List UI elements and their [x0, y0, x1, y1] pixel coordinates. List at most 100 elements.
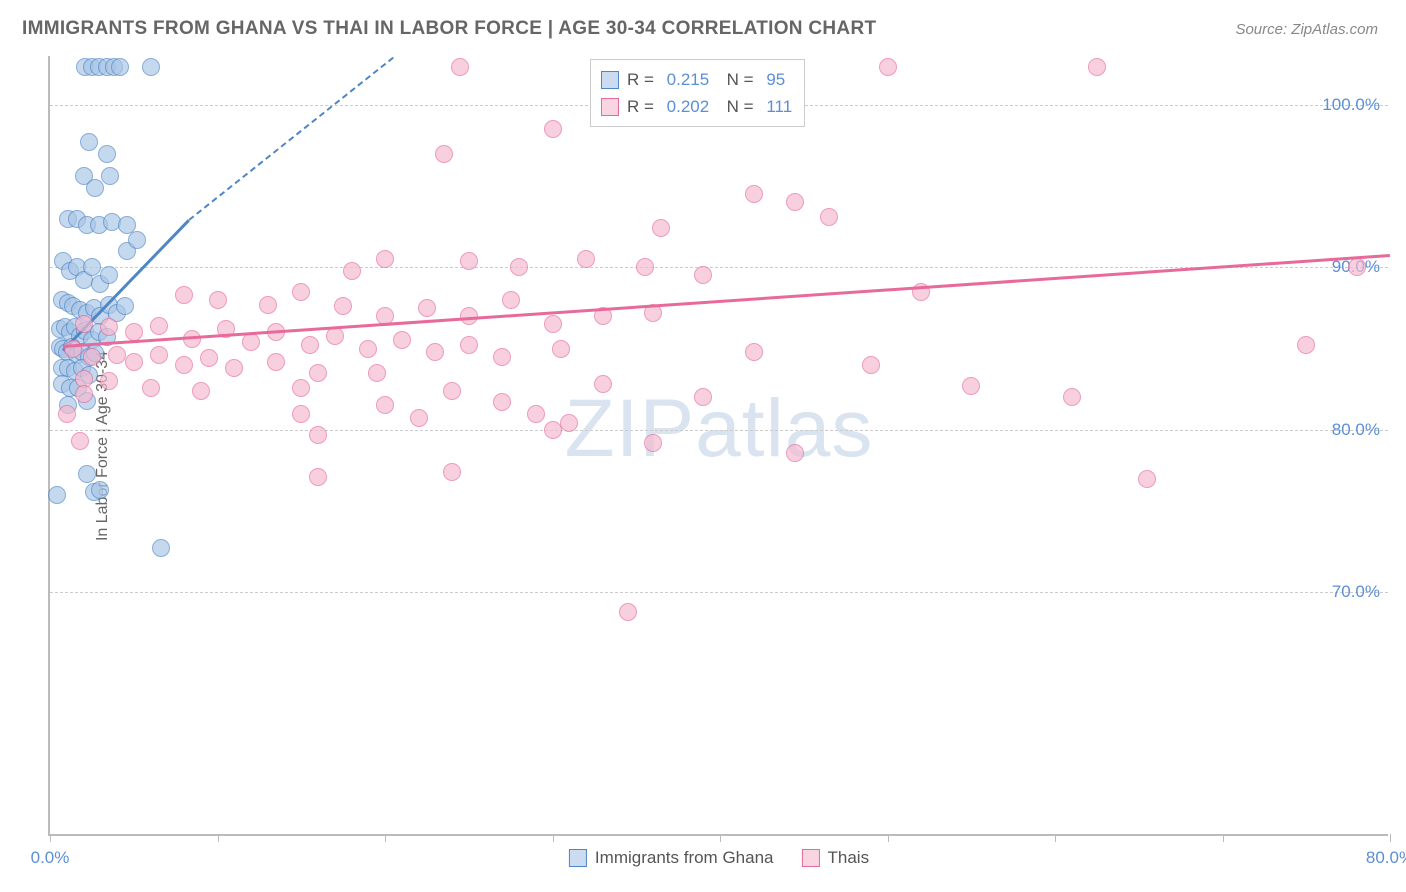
data-point [98, 145, 116, 163]
legend-swatch [569, 849, 587, 867]
data-point [111, 58, 129, 76]
data-point [694, 266, 712, 284]
gridline [50, 430, 1388, 431]
legend-label: Thais [827, 848, 869, 868]
legend-swatch [601, 98, 619, 116]
x-tick [1223, 834, 1224, 842]
data-point [309, 364, 327, 382]
data-point [493, 393, 511, 411]
data-point [694, 388, 712, 406]
x-tick [1390, 834, 1391, 842]
data-point [175, 356, 193, 374]
scatter-plot-area: ZIPatlas 70.0%80.0%90.0%100.0%0.0%80.0%R… [48, 56, 1388, 836]
stats-legend-box: R = 0.215 N = 95R = 0.202 N = 111 [590, 59, 805, 127]
data-point [142, 379, 160, 397]
data-point [75, 315, 93, 333]
data-point [152, 539, 170, 557]
data-point [745, 185, 763, 203]
data-point [86, 179, 104, 197]
y-tick-label: 80.0% [1332, 420, 1380, 440]
chart-title: IMMIGRANTS FROM GHANA VS THAI IN LABOR F… [22, 18, 876, 40]
data-point [192, 382, 210, 400]
data-point [209, 291, 227, 309]
data-point [1138, 470, 1156, 488]
data-point [334, 297, 352, 315]
data-point [376, 396, 394, 414]
data-point [309, 468, 327, 486]
data-point [544, 315, 562, 333]
bottom-legend: Immigrants from Ghana Thais [569, 848, 869, 868]
data-point [502, 291, 520, 309]
data-point [71, 432, 89, 450]
x-tick [385, 834, 386, 842]
data-point [267, 353, 285, 371]
chart-header: IMMIGRANTS FROM GHANA VS THAI IN LABOR F… [0, 0, 1406, 48]
x-tick [720, 834, 721, 842]
data-point [150, 346, 168, 364]
data-point [100, 266, 118, 284]
data-point [619, 603, 637, 621]
data-point [410, 409, 428, 427]
gridline [50, 592, 1388, 593]
data-point [544, 421, 562, 439]
legend-item: Immigrants from Ghana [569, 848, 774, 868]
y-tick-label: 100.0% [1322, 95, 1380, 115]
data-point [101, 167, 119, 185]
data-point [125, 353, 143, 371]
data-point [116, 297, 134, 315]
data-point [292, 283, 310, 301]
x-tick [888, 834, 889, 842]
stat-r-label: R = [627, 66, 659, 93]
stat-n-value: 111 [766, 93, 792, 120]
data-point [493, 348, 511, 366]
data-point [435, 145, 453, 163]
trend-line [188, 56, 394, 220]
legend-label: Immigrants from Ghana [595, 848, 774, 868]
data-point [292, 379, 310, 397]
stats-row: R = 0.215 N = 95 [601, 66, 792, 93]
data-point [343, 262, 361, 280]
data-point [48, 486, 66, 504]
x-tick [553, 834, 554, 842]
data-point [426, 343, 444, 361]
data-point [259, 296, 277, 314]
data-point [510, 258, 528, 276]
data-point [108, 346, 126, 364]
data-point [879, 58, 897, 76]
data-point [100, 318, 118, 336]
data-point [368, 364, 386, 382]
x-tick-label: 80.0% [1366, 848, 1406, 868]
stats-row: R = 0.202 N = 111 [601, 93, 792, 120]
data-point [301, 336, 319, 354]
data-point [786, 193, 804, 211]
data-point [292, 405, 310, 423]
data-point [83, 258, 101, 276]
stat-r-value: 0.215 [667, 66, 710, 93]
data-point [1348, 258, 1366, 276]
x-tick [1055, 834, 1056, 842]
data-point [91, 481, 109, 499]
data-point [527, 405, 545, 423]
data-point [376, 250, 394, 268]
data-point [150, 317, 168, 335]
data-point [75, 385, 93, 403]
data-point [460, 336, 478, 354]
data-point [652, 219, 670, 237]
data-point [418, 299, 436, 317]
data-point [64, 340, 82, 358]
x-tick-label: 0.0% [31, 848, 70, 868]
legend-swatch [601, 71, 619, 89]
data-point [560, 414, 578, 432]
data-point [1063, 388, 1081, 406]
data-point [128, 231, 146, 249]
data-point [443, 463, 461, 481]
data-point [359, 340, 377, 358]
data-point [225, 359, 243, 377]
data-point [552, 340, 570, 358]
data-point [58, 405, 76, 423]
data-point [962, 377, 980, 395]
data-point [644, 434, 662, 452]
data-point [862, 356, 880, 374]
data-point [200, 349, 218, 367]
data-point [309, 426, 327, 444]
